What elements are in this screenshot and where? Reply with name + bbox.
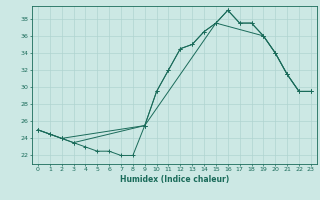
X-axis label: Humidex (Indice chaleur): Humidex (Indice chaleur) [120,175,229,184]
